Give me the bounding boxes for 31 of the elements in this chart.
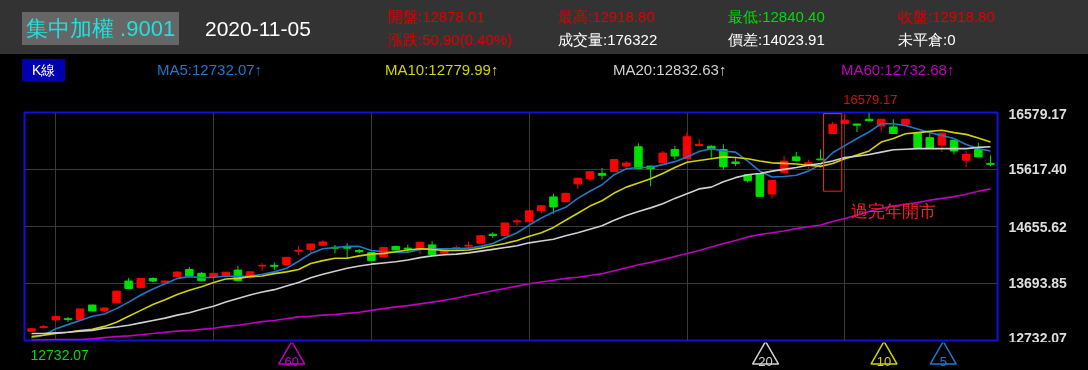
- candlestick: [852, 123, 862, 133]
- candlestick: [512, 218, 522, 227]
- y-tick-label: 16579.17: [1008, 105, 1068, 122]
- candlestick: [597, 167, 607, 180]
- text: MA5:12732.07↑: [157, 60, 263, 80]
- text: 最低:12840.40: [728, 7, 825, 27]
- text: MA10:12779.99↑: [385, 60, 499, 80]
- line-series: [30, 188, 992, 341]
- candlestick: [63, 316, 73, 323]
- text: 漲跌:50.90(0.40%): [388, 30, 513, 50]
- text: 最高:12918.80: [558, 7, 655, 27]
- y-tick-label: 13693.85: [1008, 275, 1068, 292]
- y-tick-label: 12732.07: [1008, 329, 1068, 346]
- candlestick: [634, 142, 643, 170]
- text: 成交量:176322: [558, 30, 658, 50]
- candlestick: [767, 179, 777, 200]
- y-tick-label: 15617.40: [1008, 161, 1068, 178]
- text: 收盤:12918.80: [898, 7, 995, 27]
- chart-subtitle: 2020-11-05: [205, 16, 311, 42]
- text: 未平倉:0: [898, 30, 956, 50]
- chart-title: 集中加權 .9001: [22, 12, 180, 46]
- text: MA60:12732.68↑: [841, 60, 955, 80]
- candlestick: [549, 193, 558, 215]
- text: 價差:14023.91: [728, 30, 825, 50]
- text: MA20:12832.63↑: [613, 60, 727, 80]
- text: 12732.07: [30, 347, 90, 364]
- y-tick-label: 14655.62: [1008, 218, 1068, 235]
- candlestick: [694, 138, 704, 147]
- text: 16579.17: [843, 91, 898, 109]
- legend-title: K線: [22, 59, 66, 81]
- text: 開盤:12878.01: [388, 7, 485, 27]
